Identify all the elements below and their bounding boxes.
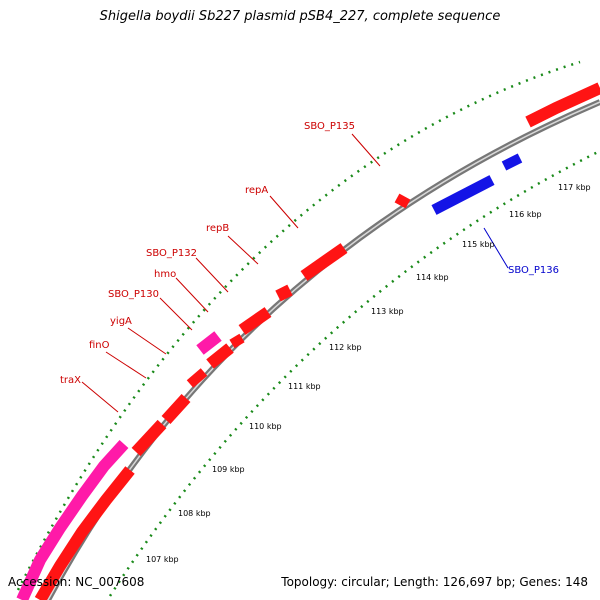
label-repA: repA (245, 185, 268, 196)
gene-hmo-outer (238, 307, 272, 335)
tick-label-107: 107 kbp (146, 555, 179, 564)
tick-label-116: 116 kbp (509, 210, 542, 219)
tick-label-113: 113 kbp (371, 307, 404, 316)
map-title: Shigella boydii Sb227 plasmid pSB4_227, … (99, 9, 501, 24)
label-repB: repB (206, 223, 229, 234)
label-yigA: yigA (110, 316, 132, 327)
gene-SBO_P132-inner (229, 333, 245, 349)
gene-yigA-inner (186, 368, 208, 388)
gene-hmo-inner (206, 343, 234, 369)
label-traX: traX (60, 375, 81, 386)
label-SBO_P130: SBO_P130 (108, 289, 159, 300)
gene-reverse-small (501, 153, 523, 171)
label-SBO_P136: SBO_P136 (508, 265, 559, 276)
gene-SBO_P136 (431, 175, 495, 215)
tick-label-109: 109 kbp (212, 465, 245, 474)
gene-traX-inner (34, 466, 135, 600)
tick-label-108: 108 kbp (178, 509, 211, 518)
tick-label-117: 117 kbp (558, 183, 591, 192)
plasmid-backbone (45, 99, 600, 600)
gene-finO-outer (131, 419, 167, 457)
tick-label-115: 115 kbp (462, 240, 495, 249)
gene-repB-outer (300, 243, 348, 281)
accession-text: Accession: NC_007608 (8, 575, 145, 589)
tick-label-110: 110 kbp (249, 422, 282, 431)
label-SBO_P132: SBO_P132 (146, 248, 197, 259)
label-leaders (81, 133, 381, 413)
label-finO: finO (89, 340, 110, 351)
tick-label-111: 111 kbp (288, 382, 321, 391)
gene-outer-top-right (525, 82, 600, 128)
outer-tick-ring (16, 60, 581, 591)
gene-yigA-outer (161, 393, 191, 425)
tick-label-114: 114 kbp (416, 273, 449, 282)
summary-text: Topology: circular; Length: 126,697 bp; … (281, 575, 588, 589)
label-hmo: hmo (154, 269, 176, 280)
gene-traX-outer (16, 439, 129, 600)
gene-SBO_P132-outer (275, 284, 293, 302)
gene-SBO_P130-outer (196, 331, 222, 355)
gene-SBO_P135-outer (394, 193, 411, 209)
label-SBO_P135: SBO_P135 (304, 121, 355, 132)
tick-label-112: 112 kbp (329, 343, 362, 352)
